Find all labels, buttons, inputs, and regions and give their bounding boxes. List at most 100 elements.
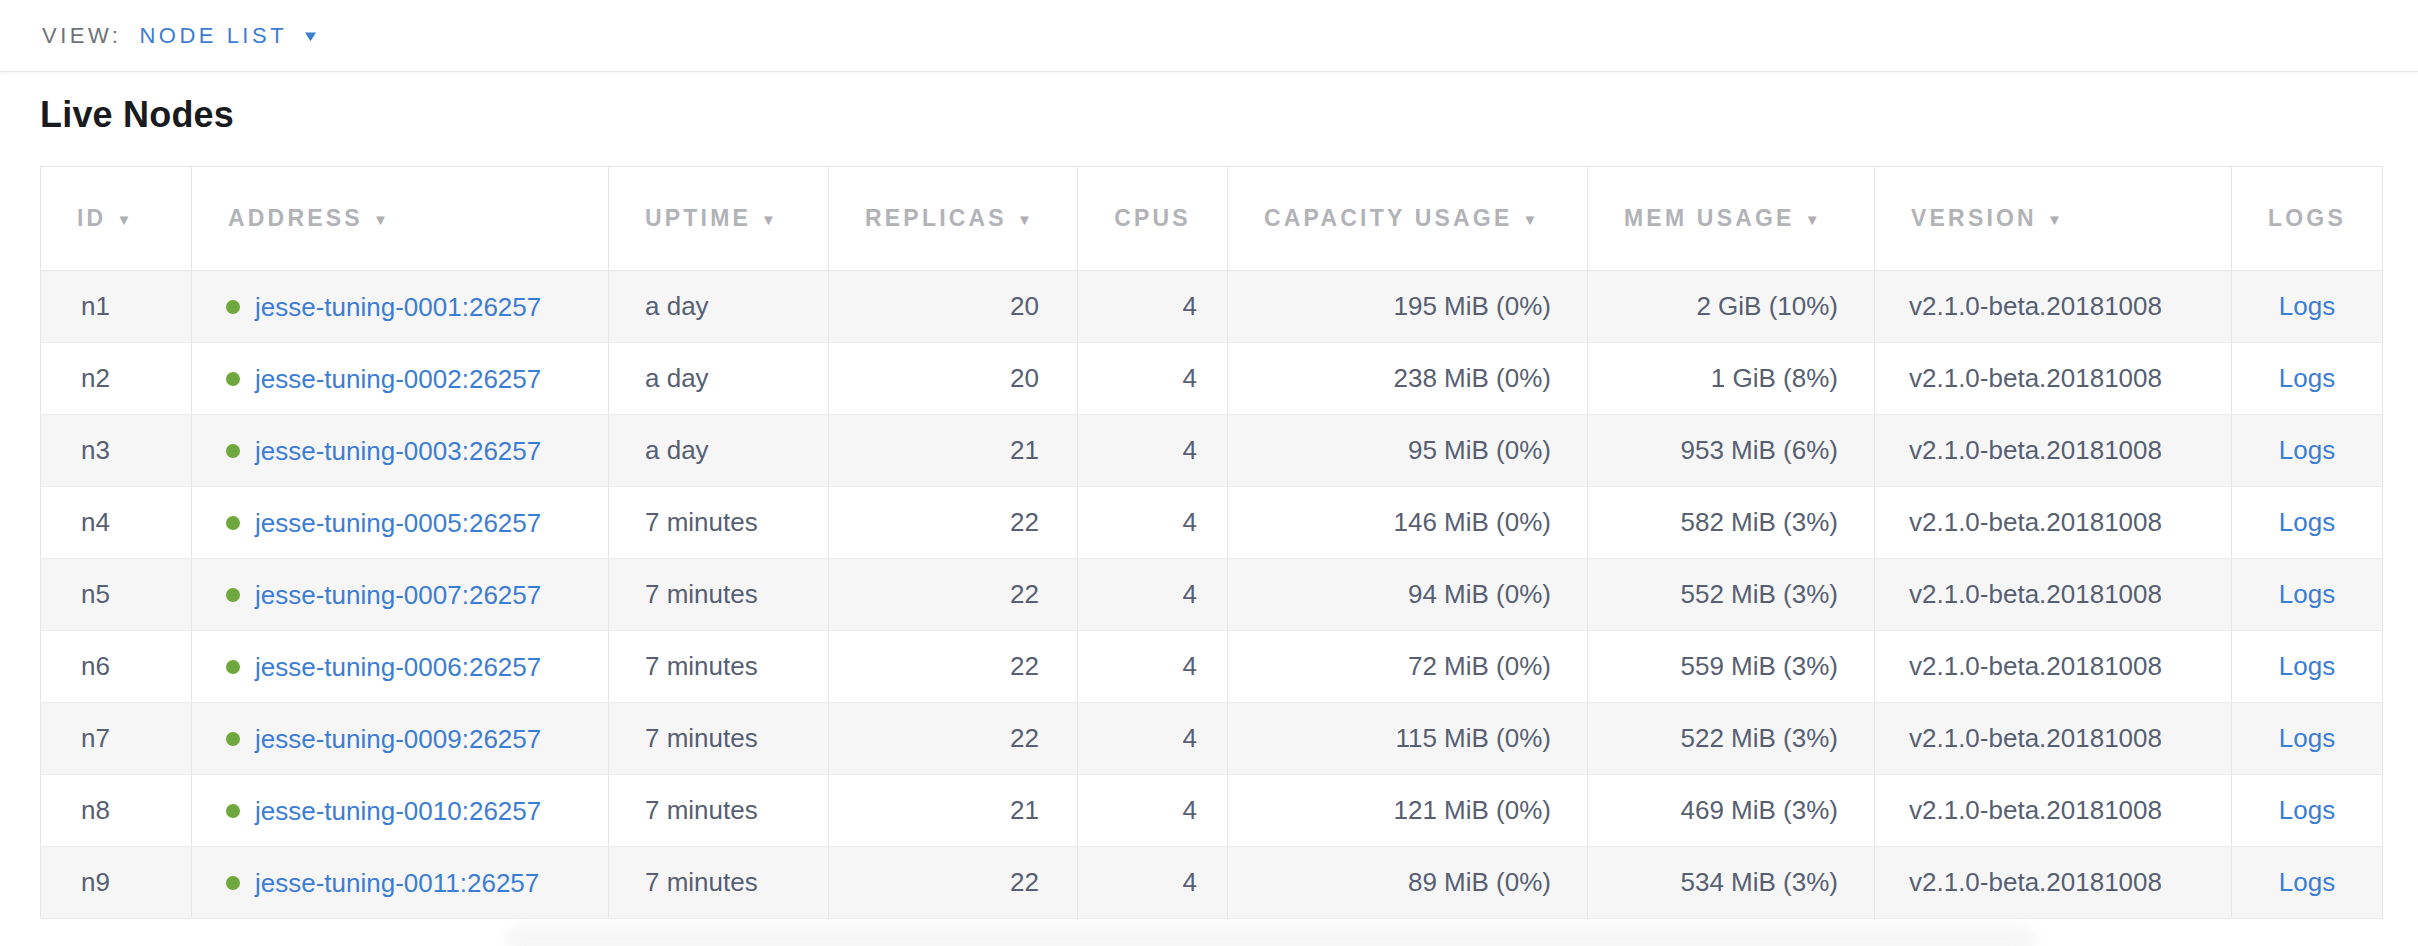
view-selector-dropdown[interactable]: NODE LIST ▼ bbox=[139, 23, 318, 49]
node-mem-usage-cell: 2 GiB (10%) bbox=[1588, 271, 1875, 343]
node-logs-link[interactable]: Logs bbox=[2279, 795, 2335, 825]
sort-desc-icon: ▼ bbox=[2047, 211, 2065, 228]
node-address-cell: jesse-tuning-0007:26257 bbox=[192, 559, 609, 631]
node-version-cell: v2.1.0-beta.20181008 bbox=[1875, 631, 2232, 703]
node-capacity-usage-cell: 195 MiB (0%) bbox=[1228, 271, 1588, 343]
column-header-capacity-usage[interactable]: CAPACITY USAGE▼ bbox=[1228, 167, 1588, 271]
sort-desc-icon: ▼ bbox=[1522, 211, 1540, 228]
node-logs-cell: Logs bbox=[2232, 775, 2383, 847]
node-version-cell: v2.1.0-beta.20181008 bbox=[1875, 487, 2232, 559]
node-uptime-cell: a day bbox=[609, 271, 829, 343]
node-version-cell: v2.1.0-beta.20181008 bbox=[1875, 775, 2232, 847]
node-mem-usage-cell: 552 MiB (3%) bbox=[1588, 559, 1875, 631]
node-id-cell: n4 bbox=[41, 487, 192, 559]
node-uptime-cell: 7 minutes bbox=[609, 631, 829, 703]
node-mem-usage-cell: 953 MiB (6%) bbox=[1588, 415, 1875, 487]
node-version-cell: v2.1.0-beta.20181008 bbox=[1875, 559, 2232, 631]
bottom-panel-shadow bbox=[505, 928, 2035, 946]
node-logs-cell: Logs bbox=[2232, 487, 2383, 559]
node-address-link[interactable]: jesse-tuning-0003:26257 bbox=[255, 436, 541, 466]
node-live-status-icon bbox=[226, 300, 240, 314]
node-replicas-cell: 20 bbox=[829, 343, 1078, 415]
node-version-cell: v2.1.0-beta.20181008 bbox=[1875, 703, 2232, 775]
node-address-cell: jesse-tuning-0010:26257 bbox=[192, 775, 609, 847]
node-logs-cell: Logs bbox=[2232, 343, 2383, 415]
node-cpus-cell: 4 bbox=[1078, 703, 1228, 775]
node-replicas-cell: 22 bbox=[829, 703, 1078, 775]
sort-desc-icon: ▼ bbox=[373, 211, 391, 228]
node-uptime-cell: 7 minutes bbox=[609, 703, 829, 775]
table-row: n9 jesse-tuning-0011:26257 7 minutes 22 … bbox=[41, 847, 2383, 919]
node-address-link[interactable]: jesse-tuning-0006:26257 bbox=[255, 652, 541, 682]
node-logs-link[interactable]: Logs bbox=[2279, 435, 2335, 465]
node-replicas-cell: 21 bbox=[829, 775, 1078, 847]
node-logs-link[interactable]: Logs bbox=[2279, 723, 2335, 753]
node-logs-link[interactable]: Logs bbox=[2279, 507, 2335, 537]
node-address-cell: jesse-tuning-0006:26257 bbox=[192, 631, 609, 703]
node-replicas-cell: 22 bbox=[829, 487, 1078, 559]
table-row: n7 jesse-tuning-0009:26257 7 minutes 22 … bbox=[41, 703, 2383, 775]
table-row: n2 jesse-tuning-0002:26257 a day 20 4 23… bbox=[41, 343, 2383, 415]
view-selected-value: NODE LIST bbox=[139, 23, 287, 49]
sort-desc-icon: ▼ bbox=[116, 211, 134, 228]
node-mem-usage-cell: 1 GiB (8%) bbox=[1588, 343, 1875, 415]
node-id-cell: n1 bbox=[41, 271, 192, 343]
node-mem-usage-cell: 469 MiB (3%) bbox=[1588, 775, 1875, 847]
column-header-mem-usage[interactable]: MEM USAGE▼ bbox=[1588, 167, 1875, 271]
node-address-link[interactable]: jesse-tuning-0011:26257 bbox=[255, 868, 539, 898]
node-live-status-icon bbox=[226, 444, 240, 458]
node-address-link[interactable]: jesse-tuning-0005:26257 bbox=[255, 508, 541, 538]
node-cpus-cell: 4 bbox=[1078, 271, 1228, 343]
node-logs-cell: Logs bbox=[2232, 415, 2383, 487]
node-logs-link[interactable]: Logs bbox=[2279, 651, 2335, 681]
column-header-version[interactable]: VERSION▼ bbox=[1875, 167, 2232, 271]
sort-desc-icon: ▼ bbox=[761, 211, 779, 228]
column-header-replicas[interactable]: REPLICAS▼ bbox=[829, 167, 1078, 271]
node-version-cell: v2.1.0-beta.20181008 bbox=[1875, 271, 2232, 343]
node-logs-link[interactable]: Logs bbox=[2279, 291, 2335, 321]
table-row: n1 jesse-tuning-0001:26257 a day 20 4 19… bbox=[41, 271, 2383, 343]
node-address-link[interactable]: jesse-tuning-0001:26257 bbox=[255, 292, 541, 322]
node-mem-usage-cell: 559 MiB (3%) bbox=[1588, 631, 1875, 703]
node-version-cell: v2.1.0-beta.20181008 bbox=[1875, 415, 2232, 487]
node-live-status-icon bbox=[226, 516, 240, 530]
node-uptime-cell: a day bbox=[609, 343, 829, 415]
node-version-cell: v2.1.0-beta.20181008 bbox=[1875, 343, 2232, 415]
node-address-link[interactable]: jesse-tuning-0009:26257 bbox=[255, 724, 541, 754]
column-header-id[interactable]: ID▼ bbox=[41, 167, 192, 271]
node-version-cell: v2.1.0-beta.20181008 bbox=[1875, 847, 2232, 919]
node-live-status-icon bbox=[226, 876, 240, 890]
node-logs-link[interactable]: Logs bbox=[2279, 579, 2335, 609]
node-replicas-cell: 22 bbox=[829, 847, 1078, 919]
node-address-cell: jesse-tuning-0005:26257 bbox=[192, 487, 609, 559]
column-header-uptime[interactable]: UPTIME▼ bbox=[609, 167, 829, 271]
node-mem-usage-cell: 534 MiB (3%) bbox=[1588, 847, 1875, 919]
view-label: VIEW: bbox=[42, 23, 121, 49]
node-replicas-cell: 20 bbox=[829, 271, 1078, 343]
node-id-cell: n9 bbox=[41, 847, 192, 919]
node-live-status-icon bbox=[226, 588, 240, 602]
node-cpus-cell: 4 bbox=[1078, 343, 1228, 415]
node-cpus-cell: 4 bbox=[1078, 415, 1228, 487]
node-uptime-cell: a day bbox=[609, 415, 829, 487]
table-row: n3 jesse-tuning-0003:26257 a day 21 4 95… bbox=[41, 415, 2383, 487]
node-address-cell: jesse-tuning-0009:26257 bbox=[192, 703, 609, 775]
node-logs-link[interactable]: Logs bbox=[2279, 363, 2335, 393]
node-uptime-cell: 7 minutes bbox=[609, 487, 829, 559]
node-address-link[interactable]: jesse-tuning-0010:26257 bbox=[255, 796, 541, 826]
node-capacity-usage-cell: 89 MiB (0%) bbox=[1228, 847, 1588, 919]
node-logs-cell: Logs bbox=[2232, 703, 2383, 775]
node-id-cell: n6 bbox=[41, 631, 192, 703]
view-bar: VIEW: NODE LIST ▼ bbox=[0, 0, 2418, 72]
node-address-cell: jesse-tuning-0002:26257 bbox=[192, 343, 609, 415]
column-header-address[interactable]: ADDRESS▼ bbox=[192, 167, 609, 271]
node-id-cell: n2 bbox=[41, 343, 192, 415]
column-header-cpus: CPUS bbox=[1078, 167, 1228, 271]
node-capacity-usage-cell: 72 MiB (0%) bbox=[1228, 631, 1588, 703]
node-address-link[interactable]: jesse-tuning-0002:26257 bbox=[255, 364, 541, 394]
node-uptime-cell: 7 minutes bbox=[609, 847, 829, 919]
node-logs-link[interactable]: Logs bbox=[2279, 867, 2335, 897]
node-address-link[interactable]: jesse-tuning-0007:26257 bbox=[255, 580, 541, 610]
live-nodes-table: ID▼ ADDRESS▼ UPTIME▼ REPLICAS▼ CPUS CAPA… bbox=[40, 166, 2383, 919]
node-replicas-cell: 22 bbox=[829, 631, 1078, 703]
